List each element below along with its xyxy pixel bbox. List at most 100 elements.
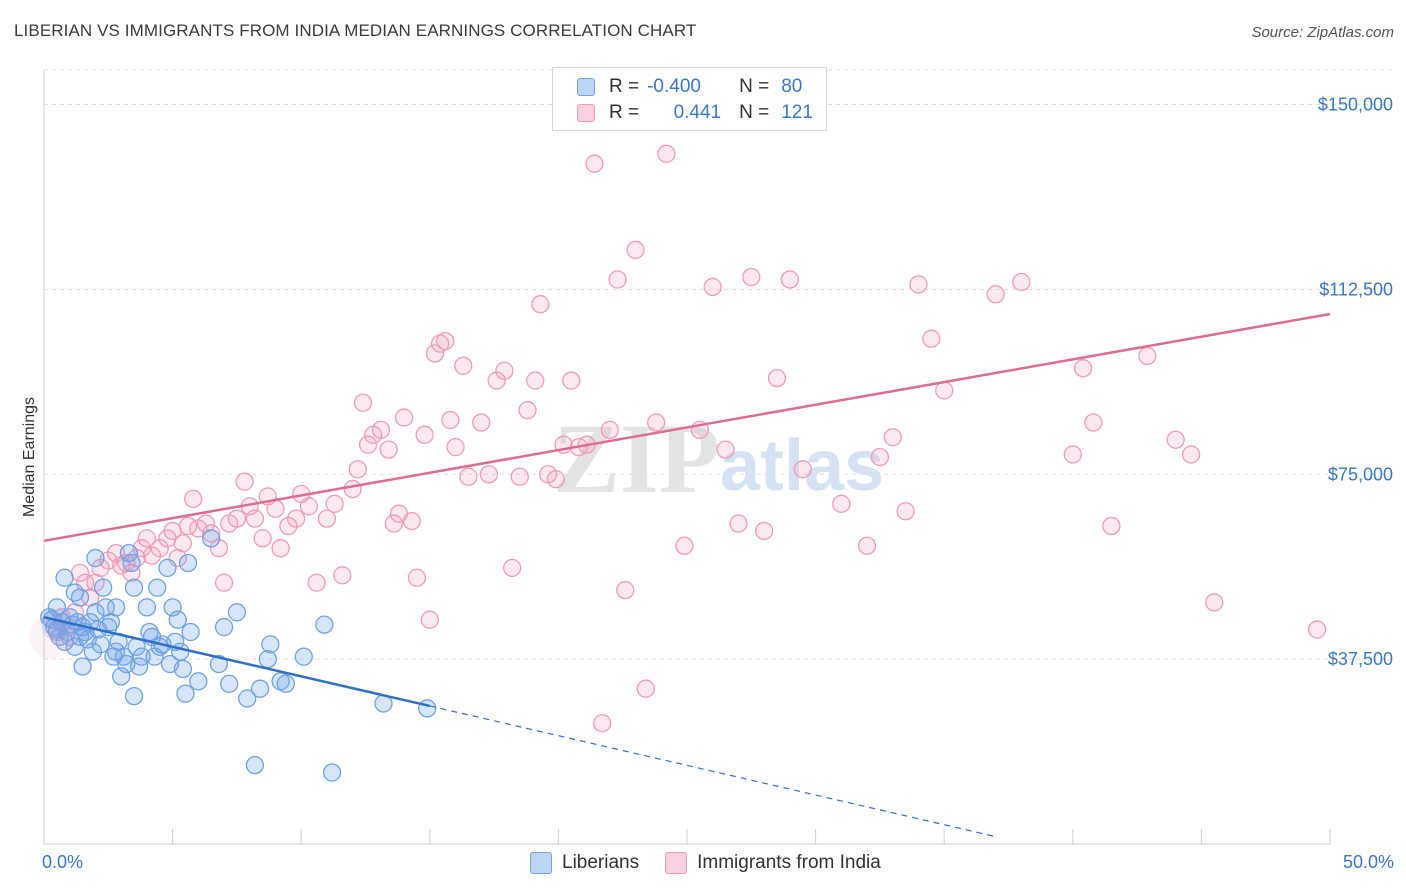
- liberians-point: [214, 617, 234, 637]
- india-point: [459, 467, 478, 486]
- india-point: [1181, 445, 1201, 464]
- india-point: [600, 420, 619, 440]
- india-point: [333, 566, 352, 585]
- india-point: [235, 472, 254, 491]
- india-point: [142, 546, 162, 565]
- india-legend-swatch: [665, 852, 688, 874]
- india-point: [91, 558, 110, 578]
- liberians-cluster: [40, 608, 73, 641]
- liberians-point: [94, 578, 113, 597]
- n-value: 121: [781, 102, 813, 123]
- india-point: [209, 539, 229, 558]
- liberians-point: [171, 642, 190, 661]
- india-point: [742, 267, 761, 287]
- liberians-point: [227, 603, 247, 622]
- liberians-point: [176, 684, 195, 703]
- india-point: [271, 539, 290, 558]
- india-point: [546, 470, 565, 489]
- india-point: [608, 270, 627, 289]
- liberians-point: [261, 635, 280, 654]
- liberians-point: [258, 649, 277, 669]
- liberians-point: [418, 699, 437, 718]
- legend-row-liberians: R = -0.400 N = 80: [577, 74, 802, 100]
- india-point: [266, 499, 285, 518]
- india-point: [495, 361, 514, 380]
- india-point: [922, 329, 941, 348]
- india-point: [479, 465, 499, 484]
- india-point: [857, 536, 877, 555]
- trend-lines: [43, 312, 1331, 838]
- liberians-point: [250, 679, 270, 698]
- liberians-point: [106, 642, 126, 661]
- liberians-point: [202, 529, 221, 548]
- y-tick-label: $75,000: [1328, 464, 1393, 484]
- india-point: [279, 516, 298, 536]
- legend-row-india: R = 0.441 N = 121: [577, 100, 813, 126]
- india-point: [755, 521, 774, 541]
- india-point: [716, 440, 735, 459]
- india-point: [526, 371, 545, 390]
- india-point: [1012, 272, 1031, 292]
- x-tick-min: 0.0%: [42, 852, 84, 872]
- n-value: 80: [781, 76, 803, 97]
- watermark-zip: ZIP: [553, 403, 720, 514]
- india-point: [562, 371, 581, 390]
- india-point: [1166, 430, 1185, 449]
- liberians-point: [220, 674, 239, 693]
- india-point: [626, 240, 645, 260]
- r-value: 0.441: [673, 102, 722, 123]
- india-swatch: [577, 104, 595, 122]
- liberians-point: [245, 755, 265, 775]
- india-point: [909, 275, 928, 294]
- liberians-point: [276, 674, 295, 693]
- liberians-point: [137, 598, 157, 617]
- liberians-point: [124, 686, 144, 706]
- n-label: N =: [739, 76, 770, 97]
- india-point: [986, 285, 1005, 304]
- india-point: [317, 509, 337, 528]
- grid-lines: [44, 69, 1392, 660]
- india-point: [1084, 413, 1103, 432]
- india-point: [729, 514, 748, 533]
- india-point: [441, 410, 460, 430]
- india-point: [675, 536, 694, 555]
- legend-label-india: Immigrants from India: [697, 852, 881, 873]
- india-point: [1138, 346, 1157, 366]
- liberians-point: [238, 689, 257, 708]
- correlation-legend: R = -0.400 N = 80 R = 0.441 N = 121: [552, 67, 827, 131]
- india-point: [325, 494, 344, 513]
- y-axis-label: Median Earnings: [21, 397, 38, 517]
- liberians-point: [70, 588, 90, 607]
- watermark: ZIP atlas: [553, 403, 884, 514]
- india-point: [184, 489, 203, 509]
- india-point: [358, 435, 378, 454]
- india-point: [883, 428, 902, 447]
- legend-label-liberians: Liberians: [562, 852, 640, 873]
- r-value: -0.400: [647, 76, 701, 97]
- india-point: [510, 467, 529, 486]
- india-point: [420, 610, 439, 629]
- india-point: [446, 437, 465, 457]
- india-point: [454, 356, 473, 375]
- series-legend: Liberians Immigrants from India: [530, 852, 907, 874]
- liberians-legend-swatch: [530, 852, 552, 874]
- india-point: [137, 529, 157, 548]
- india-point: [502, 558, 522, 578]
- india-point: [1205, 593, 1224, 612]
- liberians-trend-line: [43, 616, 431, 708]
- india-point: [227, 509, 247, 528]
- liberians-point: [83, 642, 103, 661]
- india-point: [896, 502, 915, 521]
- india-point: [214, 573, 234, 592]
- india-point: [636, 679, 655, 698]
- india-point: [935, 381, 954, 400]
- liberians-point: [55, 568, 74, 587]
- india-point: [487, 371, 506, 390]
- india-point: [1102, 516, 1121, 536]
- india-point: [245, 509, 265, 528]
- liberians-point: [315, 615, 334, 634]
- liberians-swatch: [577, 78, 595, 96]
- india-point: [780, 270, 800, 289]
- liberians-point: [294, 647, 313, 666]
- n-label: N =: [739, 102, 770, 123]
